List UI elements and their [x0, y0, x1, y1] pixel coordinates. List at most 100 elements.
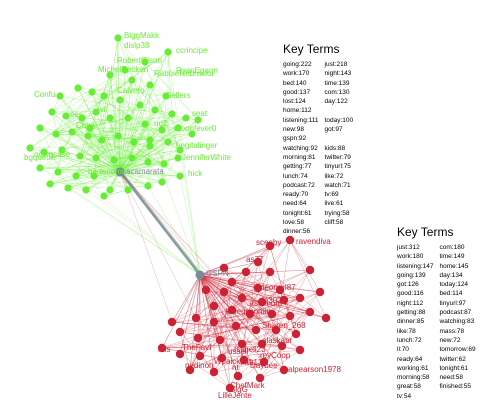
- edge: [103, 95, 156, 111]
- key-terms-top-columns: going:222 work:170 bed:140 good:137 lost:124…: [283, 60, 353, 237]
- edge: [199, 274, 283, 347]
- red-node: [175, 327, 185, 337]
- key-term: today:124: [439, 281, 469, 289]
- edge: [235, 299, 285, 327]
- key-term: need:58: [439, 374, 464, 382]
- edge: [51, 87, 79, 113]
- green-node: [128, 154, 136, 162]
- green-node: [141, 120, 149, 128]
- key-term: working:61: [397, 364, 429, 372]
- red-node: [251, 325, 261, 335]
- node-label: RobertOlson: [117, 56, 162, 65]
- hub-node: [195, 270, 205, 280]
- green-node: [174, 154, 182, 162]
- key-term: work:180: [397, 253, 424, 261]
- edge: [119, 104, 141, 173]
- red-node: [167, 317, 177, 327]
- edge: [103, 175, 181, 197]
- edge: [243, 291, 321, 361]
- edge: [117, 37, 121, 173]
- edge: [119, 51, 169, 173]
- edge: [85, 141, 169, 191]
- edge: [235, 297, 301, 327]
- edge: [127, 141, 169, 191]
- key-term: gspn:92: [283, 135, 307, 143]
- key-term: finished:55: [439, 383, 471, 391]
- edge: [231, 281, 301, 299]
- edge: [119, 61, 146, 173]
- key-term: ll:70: [397, 346, 409, 354]
- green-node: [56, 92, 64, 100]
- green-node: [188, 130, 196, 138]
- edge: [205, 289, 273, 315]
- edge: [124, 69, 167, 97]
- key-terms-top-column: just:218 night:143 time:139 com:130 day:122 …: [325, 60, 354, 237]
- edge: [87, 135, 151, 147]
- edge: [119, 127, 179, 173]
- key-terms-bottom-columns: just:312 work:180 listening:147 going:139 go…: [397, 243, 476, 401]
- green-node: [176, 146, 184, 154]
- red-node: [295, 293, 305, 303]
- edge: [144, 61, 199, 121]
- edge: [119, 163, 165, 173]
- edge: [179, 149, 201, 276]
- edge: [199, 339, 221, 357]
- node-label: ees: [70, 110, 83, 119]
- edge: [223, 291, 231, 389]
- edge: [39, 117, 187, 169]
- edge: [235, 313, 273, 327]
- red-node: [201, 285, 211, 295]
- key-term: got:126: [397, 281, 419, 289]
- key-term: podcast:72: [283, 181, 315, 189]
- edge: [29, 145, 151, 149]
- edge: [144, 61, 179, 159]
- node-label: JenniferWhite: [182, 153, 231, 162]
- key-term: got:97: [324, 126, 343, 134]
- key-term: time:149: [439, 253, 465, 261]
- key-term: kids:88: [324, 144, 346, 152]
- edge: [117, 79, 133, 137]
- edge: [55, 87, 79, 135]
- edge: [241, 313, 251, 345]
- edge: [43, 151, 121, 173]
- edge: [161, 343, 243, 349]
- edge: [71, 129, 163, 133]
- edge: [55, 111, 97, 135]
- key-term: getting:88: [397, 309, 426, 317]
- green-node: [146, 136, 154, 144]
- green-node: [164, 48, 172, 56]
- red-node: [195, 351, 205, 361]
- edge: [119, 117, 129, 173]
- node-label: seat: [192, 109, 208, 118]
- key-term: bed:114: [439, 290, 463, 298]
- edge: [257, 245, 271, 289]
- green-node: [36, 164, 44, 172]
- key-term: day:134: [439, 271, 463, 279]
- edge: [67, 157, 133, 189]
- edge: [93, 79, 133, 177]
- edge: [39, 163, 165, 169]
- node-label: hegitalinger: [176, 141, 218, 150]
- red-node: [305, 265, 315, 275]
- green-node: [72, 172, 80, 180]
- labels: BiggMakk ccrincipe RobertOlsonMichelRecken…: [24, 31, 341, 400]
- edge: [101, 37, 119, 141]
- key-term: day:122: [324, 98, 348, 106]
- edge: [95, 157, 121, 173]
- edge: [161, 274, 201, 349]
- key-term: good:137: [283, 88, 311, 96]
- edge: [119, 84, 151, 173]
- edge: [199, 239, 291, 276]
- edge: [171, 313, 273, 323]
- key-term: love:58: [283, 219, 304, 227]
- edge: [261, 301, 311, 313]
- node-label: ChefMark: [230, 381, 266, 390]
- node-label: Chhal: [76, 121, 97, 130]
- edge: [39, 117, 111, 169]
- key-term: going:222: [283, 61, 312, 68]
- edge: [223, 261, 259, 293]
- red-node: [305, 307, 315, 317]
- node-label: acamarata: [126, 167, 164, 176]
- node-label: nt: [232, 363, 239, 372]
- key-term: mass:78: [439, 327, 465, 335]
